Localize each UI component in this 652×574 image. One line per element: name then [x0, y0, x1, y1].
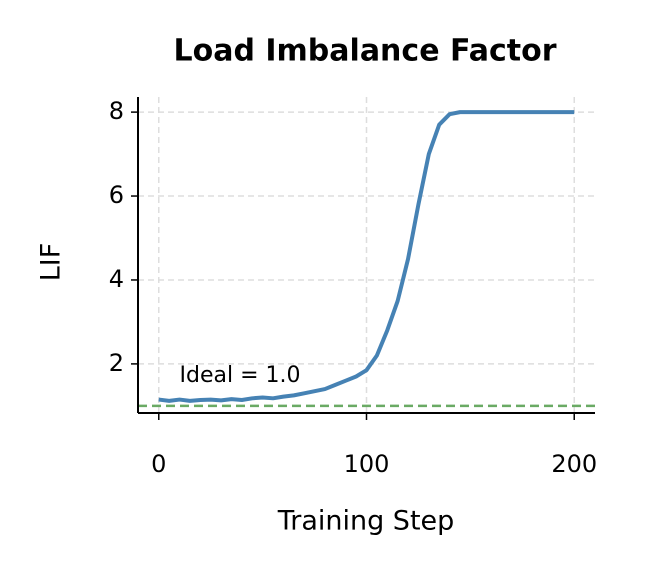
x-tick-label: 0 — [151, 450, 166, 478]
y-tick-label: 4 — [109, 265, 124, 293]
reference-label: Ideal = 1.0 — [180, 363, 301, 388]
x-tick-label: 200 — [551, 450, 597, 478]
x-axis-label: Training Step — [277, 506, 455, 537]
data-line — [158, 110, 575, 403]
y-tick-label: 8 — [109, 97, 124, 125]
y-tick-label: 6 — [109, 181, 124, 209]
y-tick-label: 2 — [109, 349, 124, 377]
chart-title: Load Imbalance Factor — [174, 34, 557, 69]
x-tick-label: 100 — [344, 450, 390, 478]
y-axis-label: LIF — [36, 243, 67, 282]
